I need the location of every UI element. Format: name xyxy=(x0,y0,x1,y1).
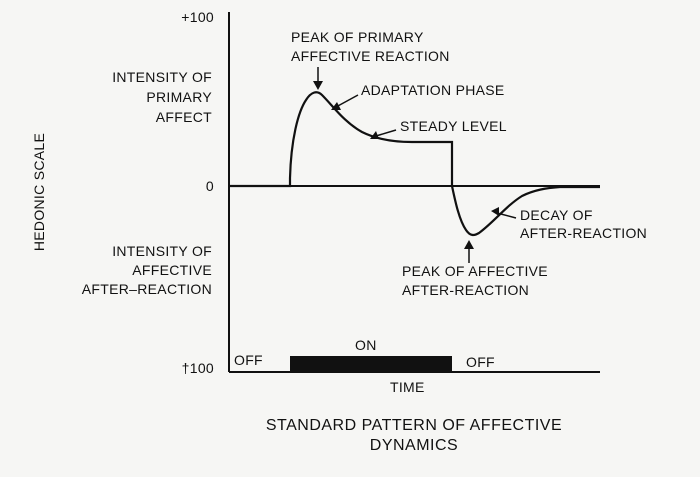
stimulus-off-left: OFF xyxy=(234,352,263,368)
x-axis-title: TIME xyxy=(390,379,425,395)
peak-after-label-2: AFTER-REACTION xyxy=(402,282,529,298)
y-tick-top: +100 xyxy=(181,9,214,25)
peak-primary-label-2: AFFECTIVE REACTION xyxy=(291,48,450,64)
adaptation-arrow xyxy=(335,94,359,108)
after-intensity-line-3: AFTER–REACTION xyxy=(82,281,212,297)
peak-after-label-1: PEAK OF AFFECTIVE xyxy=(402,263,548,279)
decay-arrow xyxy=(496,212,517,219)
decay-label-2: AFTER-REACTION xyxy=(520,225,647,241)
after-intensity-line-1: INTENSITY OF xyxy=(112,243,212,259)
steady-arrowhead xyxy=(370,131,379,139)
primary-intensity-line-2: PRIMARY xyxy=(146,89,212,105)
stimulus-on: ON xyxy=(355,337,377,353)
caption-line-2: DYNAMICS xyxy=(370,437,458,454)
steady-arrow xyxy=(375,129,397,137)
peak-primary-arrowhead xyxy=(313,81,323,90)
primary-intensity-line-1: INTENSITY OF xyxy=(112,69,212,85)
after-intensity-line-2: AFFECTIVE xyxy=(132,262,212,278)
y-tick-bottom: †100 xyxy=(182,360,214,376)
affect-response-curve xyxy=(229,91,600,237)
stimulus-on-bar xyxy=(290,356,452,371)
adaptation-phase-label: ADAPTATION PHASE xyxy=(361,82,505,98)
peak-after-arrowhead xyxy=(464,240,474,249)
primary-intensity-line-3: AFFECT xyxy=(156,109,212,125)
stimulus-off-right: OFF xyxy=(466,354,495,370)
caption-line-1: STANDARD PATTERN OF AFFECTIVE xyxy=(266,417,562,434)
adaptation-arrowhead xyxy=(331,102,341,110)
decay-label-1: DECAY OF xyxy=(520,207,593,223)
steady-level-label: STEADY LEVEL xyxy=(400,118,507,134)
decay-arrowhead xyxy=(491,207,499,216)
peak-primary-label-1: PEAK OF PRIMARY xyxy=(291,29,424,45)
y-tick-zero: 0 xyxy=(206,178,214,194)
y-axis-title: HEDONIC SCALE xyxy=(31,133,47,251)
